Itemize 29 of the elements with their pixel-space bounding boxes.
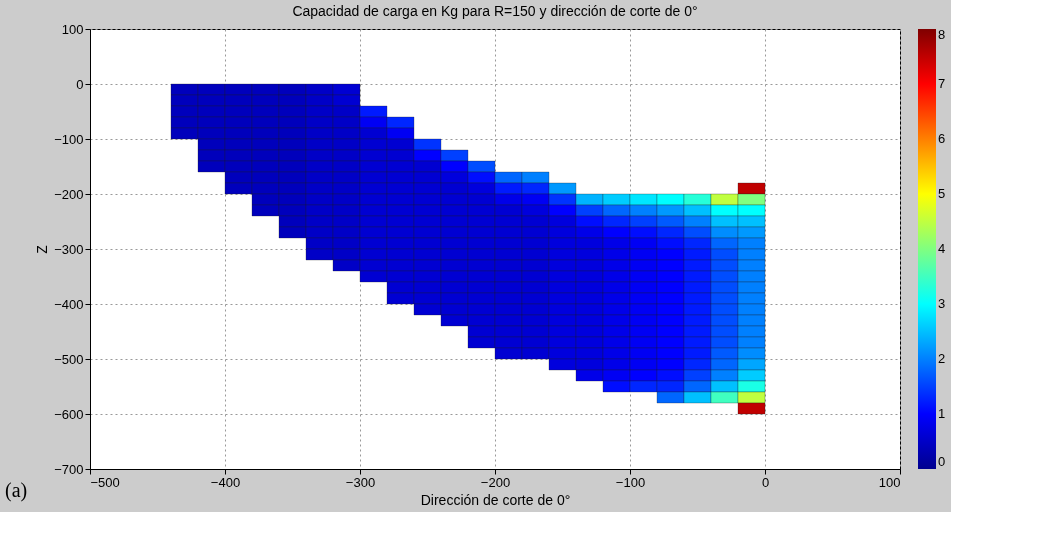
color-bar-label: 6: [938, 131, 946, 146]
y-tick-label: −600: [54, 406, 84, 422]
text: (a): [5, 479, 28, 502]
color-bar-label: 0: [938, 454, 946, 469]
color-bar-label: 4: [938, 241, 946, 256]
x-tick-label: −400: [210, 474, 241, 490]
y-tick-label: −100: [54, 131, 84, 147]
x-tick-label: 0: [761, 474, 770, 490]
color-bar-label: 7: [938, 76, 946, 91]
y-tick-label: −400: [54, 296, 84, 312]
color-bar-label: 2: [938, 351, 946, 366]
color-bar-label: 8: [938, 27, 946, 42]
chart-title: Capacidad de carga en Kg para R=150 y dirección de corte de 0°: [292, 3, 698, 19]
x-axis-title: Dirección de corte de 0°: [420, 491, 571, 508]
color-bar-label: 3: [938, 296, 946, 311]
y-tick-label: −200: [54, 186, 84, 202]
y-tick-label: −300: [54, 241, 84, 257]
color-bar-label: 5: [938, 186, 946, 201]
x-tick-label: −300: [345, 474, 376, 490]
color-bar-label: 1: [938, 406, 946, 421]
x-tick-label: −200: [480, 474, 511, 490]
y-tick-label: 100: [61, 21, 84, 37]
y-tick-label: −700: [54, 461, 84, 477]
x-tick-label: 100: [878, 474, 901, 490]
y-tick-label: −500: [54, 351, 84, 367]
y-tick-label: 0: [76, 76, 84, 92]
x-tick-label: −100: [615, 474, 646, 490]
y-axis-title: Z: [34, 244, 51, 254]
x-tick-label: −500: [90, 474, 120, 490]
